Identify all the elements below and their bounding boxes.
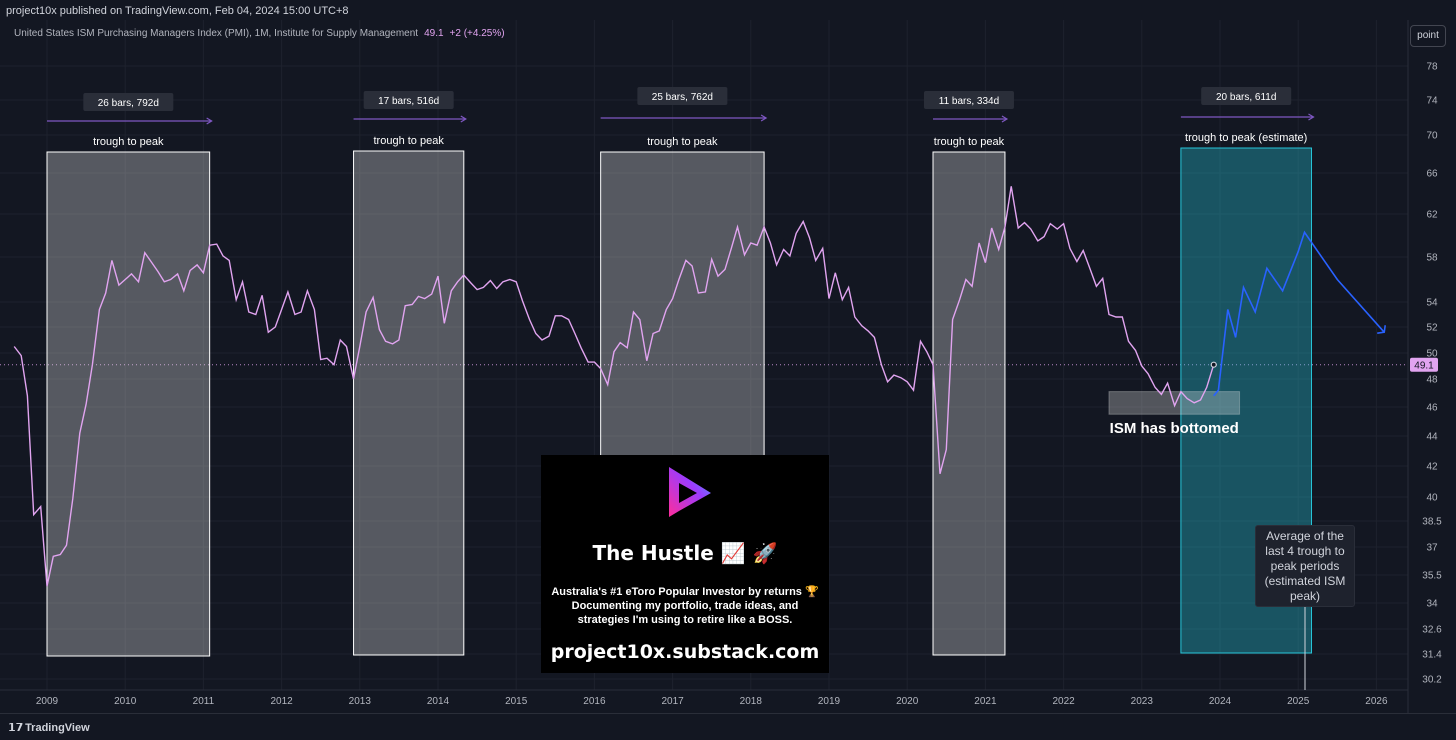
trough-to-peak-box xyxy=(46,151,211,657)
y-tick-label: 50 xyxy=(1426,349,1438,360)
range-measure-label: 17 bars, 516d xyxy=(378,96,439,107)
y-tick-label: 37 xyxy=(1426,543,1438,554)
y-tick-label: 62 xyxy=(1426,210,1438,221)
y-tick-label: 44 xyxy=(1426,432,1438,443)
trough-to-peak-label: trough to peak xyxy=(93,136,164,148)
promo-url[interactable]: project10x.substack.com xyxy=(550,641,820,663)
x-tick-label: 2011 xyxy=(193,696,215,707)
x-tick-label: 2022 xyxy=(1052,696,1075,707)
trough-to-peak-label: trough to peak xyxy=(934,136,1005,148)
x-tick-label: 2010 xyxy=(114,696,137,707)
x-tick-label: 2026 xyxy=(1365,696,1388,707)
scale-mode-button[interactable]: point xyxy=(1410,25,1446,47)
x-tick-label: 2021 xyxy=(974,696,997,707)
y-tick-label: 30.2 xyxy=(1422,675,1442,686)
pmi-series-line xyxy=(13,186,1215,587)
y-tick-label: 42 xyxy=(1426,462,1438,473)
y-tick-label: 38.5 xyxy=(1422,517,1442,528)
y-tick-label: 40 xyxy=(1426,493,1438,504)
publish-header: project10x published on TradingView.com,… xyxy=(0,0,1456,20)
y-tick-label: 48 xyxy=(1426,375,1438,386)
trough-to-peak-box xyxy=(353,150,465,656)
promo-title: The Hustle 📈 🚀 xyxy=(592,541,778,565)
x-tick-label: 2025 xyxy=(1287,696,1310,707)
series-legend[interactable]: United States ISM Purchasing Managers In… xyxy=(14,28,505,39)
y-tick-label: 32.6 xyxy=(1422,625,1442,636)
x-tick-label: 2017 xyxy=(661,696,684,707)
x-tick-label: 2018 xyxy=(740,696,763,707)
series-last-value: 49.1 xyxy=(424,28,444,39)
trough-to-peak-label: trough to peak xyxy=(647,136,718,148)
range-measure-label: 26 bars, 792d xyxy=(98,98,159,109)
range-measure-badge xyxy=(363,91,454,109)
y-tick-label: 35.5 xyxy=(1422,571,1442,582)
x-tick-label: 2009 xyxy=(36,696,59,707)
bottom-zone-label: ISM has bottomed xyxy=(1110,420,1239,437)
projection-line xyxy=(1213,230,1385,397)
range-arrow-head xyxy=(1308,113,1315,121)
tradingview-logo[interactable]: 𝟭𝟳 TradingView xyxy=(8,721,90,734)
series-title: United States ISM Purchasing Managers In… xyxy=(14,28,419,39)
x-tick-label: 2016 xyxy=(583,696,606,707)
y-tick-label: 46 xyxy=(1426,403,1438,414)
y-tick-label: 58 xyxy=(1426,253,1438,264)
range-measure-label: 25 bars, 762d xyxy=(652,92,713,103)
range-measure-badge xyxy=(83,93,174,111)
y-tick-label: 70 xyxy=(1426,131,1438,142)
range-measure-badge xyxy=(923,91,1014,109)
x-tick-label: 2023 xyxy=(1131,696,1154,707)
y-tick-label: 74 xyxy=(1426,96,1438,107)
estimate-note: Average of the last 4 trough to peak per… xyxy=(1255,525,1355,607)
y-tick-label: 54 xyxy=(1426,298,1438,309)
range-measure-badge xyxy=(637,87,728,105)
last-point-marker xyxy=(1210,361,1217,368)
x-tick-label: 2012 xyxy=(270,696,293,707)
range-arrow-head xyxy=(1001,115,1009,123)
range-measure-badge xyxy=(1201,87,1292,105)
x-tick-label: 2013 xyxy=(349,696,372,707)
last-value-tag xyxy=(1410,357,1438,372)
y-tick-label: 31.4 xyxy=(1422,650,1442,661)
promo-card: The Hustle 📈 🚀 Australia's #1 eToro Popu… xyxy=(541,455,829,673)
y-tick-label: 66 xyxy=(1426,169,1438,180)
x-tick-label: 2014 xyxy=(427,696,450,707)
tradingview-icon: 𝟭𝟳 xyxy=(8,722,24,734)
y-tick-label: 52 xyxy=(1426,323,1438,334)
range-measure-label: 11 bars, 334d xyxy=(939,96,999,107)
promo-line-3: strategies I'm using to retire like a BO… xyxy=(577,614,793,626)
range-arrow-head xyxy=(460,115,467,123)
trough-to-peak-label: trough to peak (estimate) xyxy=(1185,132,1307,144)
promo-line-2: Documenting my portfolio, trade ideas, a… xyxy=(571,600,799,612)
series-change: +2 (+4.25%) xyxy=(449,28,505,39)
projection-arrow-head xyxy=(1377,325,1387,334)
range-arrow-head xyxy=(206,117,213,125)
range-arrow-head xyxy=(760,114,768,122)
x-tick-label: 2015 xyxy=(505,696,528,707)
play-logo-icon xyxy=(669,467,711,517)
y-tick-label: 78 xyxy=(1426,62,1438,73)
trough-to-peak-box xyxy=(932,151,1006,656)
promo-description: Australia's #1 eToro Popular Investor by… xyxy=(551,585,819,627)
footer-bar: 𝟭𝟳 TradingView xyxy=(0,713,1456,740)
trough-to-peak-label: trough to peak xyxy=(374,135,445,147)
x-tick-label: 2024 xyxy=(1209,696,1232,707)
x-tick-label: 2020 xyxy=(896,696,919,707)
range-measure-label: 20 bars, 611d xyxy=(1216,92,1276,103)
brand-label: TradingView xyxy=(25,722,90,734)
last-value-tag-label: 49.1 xyxy=(1414,361,1434,372)
x-tick-label: 2019 xyxy=(818,696,841,707)
y-tick-label: 34 xyxy=(1426,599,1438,610)
publish-info: project10x published on TradingView.com,… xyxy=(6,5,349,17)
promo-line-1: Australia's #1 eToro Popular Investor by… xyxy=(551,586,819,598)
chart-canvas[interactable]: 30.2 31.4 32.6 34 35.5 37 38.5 40 42 44 46 48 50 52 54… xyxy=(0,0,1456,713)
